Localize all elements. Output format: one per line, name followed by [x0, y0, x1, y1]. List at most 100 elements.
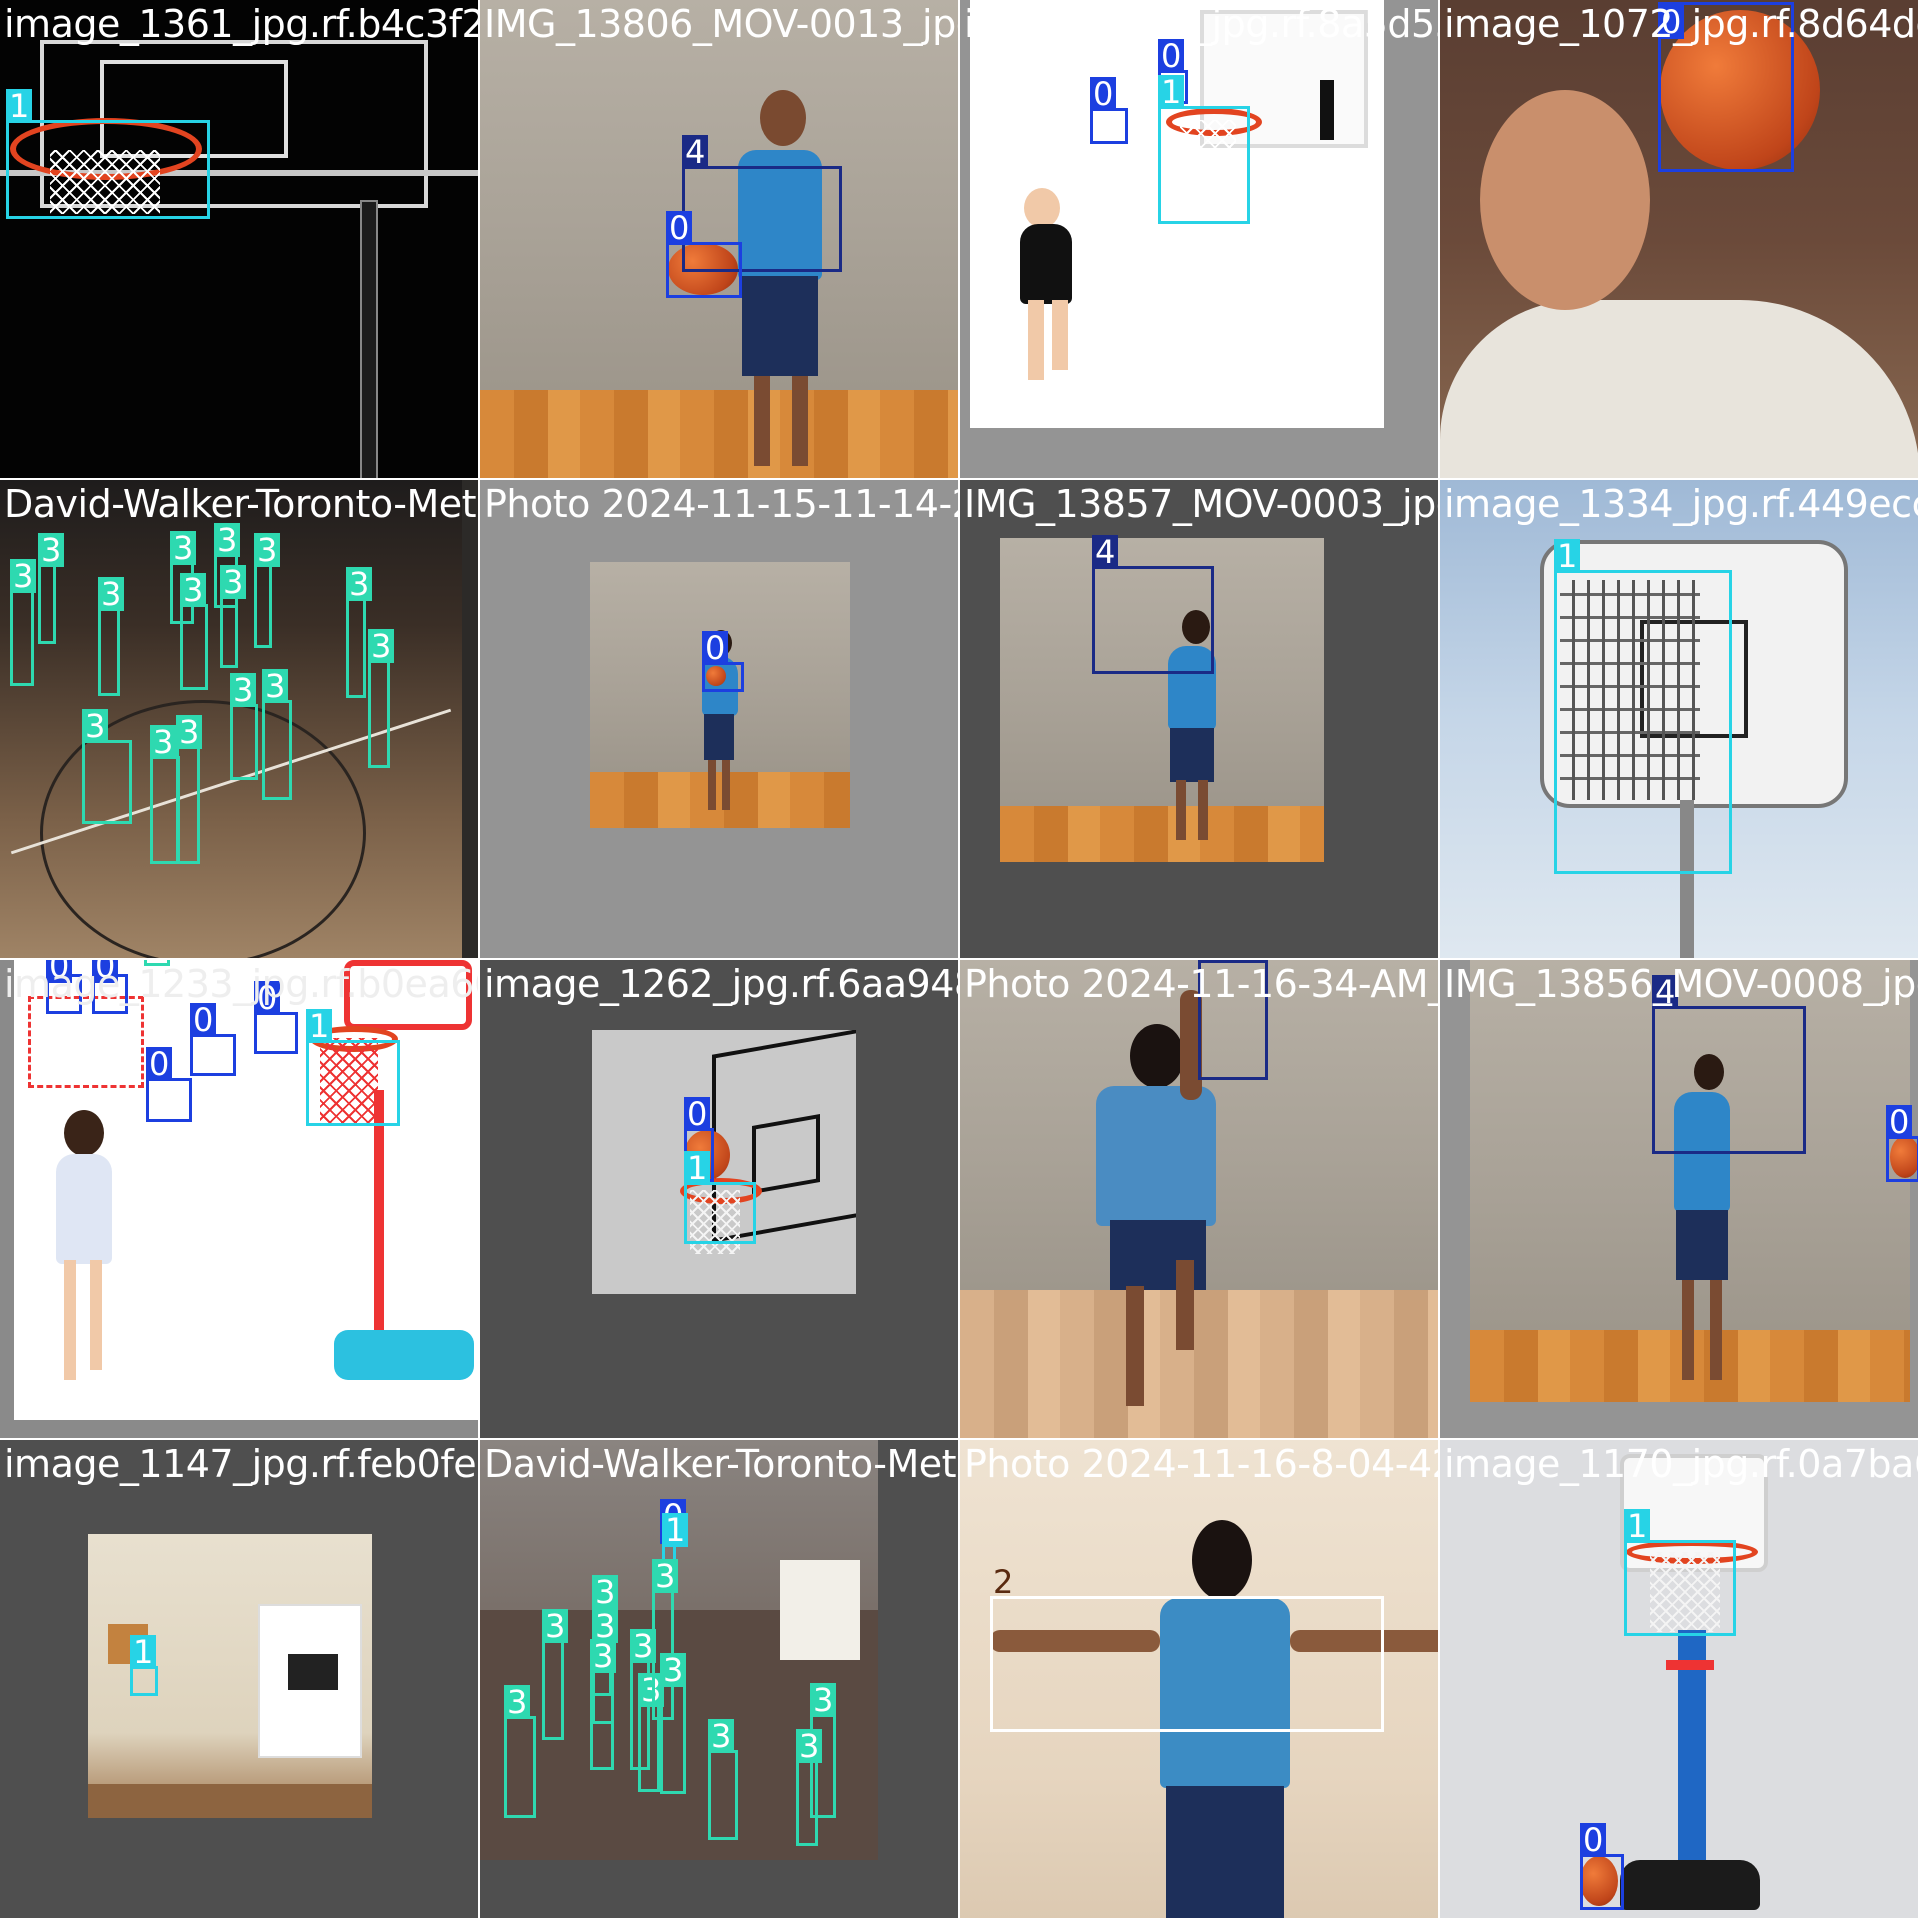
mosaic-tile: IMG_13806_MOV-0013_jpg.rf.a3d79523f5b28d… — [480, 0, 960, 480]
mosaic-tile: IMG_13857_MOV-0003_jpg.rf.a6e701383471c6… — [960, 480, 1440, 960]
tile-floor — [480, 390, 958, 478]
mosaic-tile: Photo 2024-11-16-34-AM_jpg 4 — [960, 960, 1440, 1440]
bbox-ball: 0 — [1090, 77, 1128, 144]
bbox-player: 3 — [638, 1673, 665, 1792]
bbox-class-label: 0 — [702, 631, 729, 665]
mosaic-tile: Photo 2024-11-16-8-04-42-PM_jpg.rf.a7b0 … — [960, 1440, 1440, 1920]
bbox-class-label: 3 — [262, 669, 289, 703]
mosaic-tile: image_1072_jpg.rf.8d64dc5f 0 — [1440, 0, 1920, 480]
bbox-player: 3 — [220, 565, 247, 668]
bbox-class-label: 0 — [1158, 39, 1185, 73]
bbox-class-label: 4 — [1652, 975, 1679, 1009]
tile-photo — [592, 1030, 856, 1294]
bbox-ball: 0 — [146, 1047, 192, 1122]
tile-filename: image_1223_jpg.rf.8a5d5323 — [964, 2, 1438, 46]
bbox-player: 3 — [504, 1685, 536, 1818]
bbox-class-label: 0 — [1090, 77, 1117, 111]
tile-filename: IMG_13857_MOV-0003_jpg.rf.a6e701383471c6 — [964, 482, 1438, 526]
bbox-pose: 2 — [990, 1565, 1384, 1732]
bbox-class-label: 3 — [220, 565, 247, 599]
bbox-class-label: 3 — [98, 577, 125, 611]
tile-floor — [960, 1290, 1438, 1438]
bbox-class-label: 3 — [254, 533, 281, 567]
bbox-class-label: 0 — [666, 211, 693, 245]
bbox-class-label: 3 — [630, 1629, 657, 1663]
mosaic-tile: image_1334_jpg.rf.449ecc5b 1 — [1440, 480, 1920, 960]
bbox-ball: 0 — [1886, 1105, 1918, 1182]
bbox-player: 3 — [230, 673, 258, 780]
bbox-class-label: 1 — [1624, 1509, 1651, 1543]
mosaic-tile: David-Walker-Toronto-Metropolitan-2024-1… — [0, 480, 480, 960]
bbox-pose: 4 — [1652, 975, 1806, 1154]
tile-filename: image_1361_jpg.rf.b4c3f221 — [4, 2, 480, 46]
bbox-player: 3 — [144, 960, 170, 966]
bbox-player: 3 — [254, 533, 281, 648]
tile-filename: David-Walker-Toronto-Metropolitan-2024-1 — [4, 482, 478, 526]
bbox-hoop: 1 — [1158, 75, 1250, 224]
bbox-ball: 0 — [666, 211, 742, 298]
tile-filename: IMG_13856_MOV-0008_jpg.rf — [1444, 962, 1918, 1006]
mosaic-tile: image_1223_jpg.rf.8a5d5323 0 0 1 — [960, 0, 1440, 480]
bbox-ball: 0 — [1658, 2, 1794, 172]
tile-filename: image_1170_jpg.rf.0a7ba65 — [1444, 1442, 1920, 1486]
bbox-class-label: 3 — [592, 1575, 619, 1609]
bbox-player: 3 — [346, 567, 373, 698]
bbox-class-label: 3 — [214, 523, 241, 557]
bbox-class-label: 3 — [180, 573, 207, 607]
bbox-pose: 4 — [1198, 960, 1268, 1080]
bbox-class-label: 3 — [708, 1719, 735, 1753]
bbox-player: 3 — [810, 1683, 837, 1818]
bbox-class-label: 0 — [1658, 5, 1685, 39]
mosaic-tile: IMG_13856_MOV-0008_jpg.rf 4 0 — [1440, 960, 1920, 1440]
mosaic-tile: image_1262_jpg.rf.6aa948d3f82e9207497105… — [480, 960, 960, 1440]
bbox-player: 3 — [542, 1609, 569, 1740]
tile-filename: IMG_13806_MOV-0013_jpg.rf.a3d79523f5b28d… — [484, 2, 960, 46]
tile-floor — [1000, 806, 1324, 862]
bbox-pose: 4 — [682, 135, 842, 272]
bbox-class-label: 0 — [146, 1047, 173, 1081]
bbox-class-label: 3 — [590, 1639, 617, 1673]
tile-filename: image_1262_jpg.rf.6aa948d3f82e9207497105 — [484, 962, 958, 1006]
tile-photo — [14, 960, 478, 1420]
bbox-class-label: 4 — [682, 135, 709, 169]
tile-filename: image_1072_jpg.rf.8d64dc5f — [1444, 2, 1920, 46]
bbox-class-label: 3 — [346, 567, 373, 601]
tile-photo — [1440, 480, 1918, 958]
bbox-class-label: 0 — [1580, 1823, 1607, 1857]
bbox-class-label: 0 — [46, 960, 73, 983]
mosaic-tile: image_1147_jpg.rf.feb0fea220 1 — [0, 1440, 480, 1920]
bbox-class-label: 3 — [368, 629, 395, 663]
tile-floor — [590, 772, 850, 828]
bbox-class-label: 3 — [810, 1683, 837, 1717]
tile-photo — [0, 0, 478, 478]
tile-photo — [1440, 0, 1918, 478]
bbox-player: 3 — [98, 577, 125, 696]
bbox-hoop: 1 — [130, 1635, 158, 1696]
bbox-class-label: 0 — [92, 960, 119, 983]
bbox-class-label: 3 — [82, 709, 109, 743]
bbox-ball: 0 — [190, 1003, 236, 1076]
bbox-pose: 4 — [1092, 535, 1214, 674]
bbox-class-label: 1 — [130, 1635, 157, 1669]
bbox-player: 3 — [796, 1729, 823, 1846]
bbox-class-label: 3 — [176, 715, 203, 749]
tile-filename: image_1147_jpg.rf.feb0fea220 — [4, 1442, 478, 1486]
bbox-class-label: 1 — [306, 1009, 333, 1043]
bbox-class-label: 3 — [170, 531, 197, 565]
bbox-class-label: 0 — [190, 1003, 217, 1037]
bbox-class-label: 0 — [254, 981, 281, 1015]
bbox-player: 3 — [708, 1719, 738, 1840]
bbox-ball: 0 — [1158, 39, 1188, 104]
bbox-class-label: 3 — [10, 559, 37, 593]
bbox-class-label: 3 — [230, 673, 257, 707]
bbox-hoop: 1 — [6, 89, 210, 219]
tile-filename: Photo 2024-11-16-34-AM_jpg — [964, 962, 1438, 1006]
bbox-class-label: 1 — [662, 1513, 689, 1547]
mosaic-tile: David-Walker-Toronto-Metropolitan-2024-1… — [480, 1440, 960, 1920]
bbox-class-label: 3 — [150, 725, 177, 759]
tile-photo — [1440, 1440, 1918, 1918]
bbox-hoop: 1 — [1554, 539, 1732, 874]
bbox-hoop: 1 — [306, 1009, 400, 1126]
bbox-player: 3 — [176, 715, 203, 864]
